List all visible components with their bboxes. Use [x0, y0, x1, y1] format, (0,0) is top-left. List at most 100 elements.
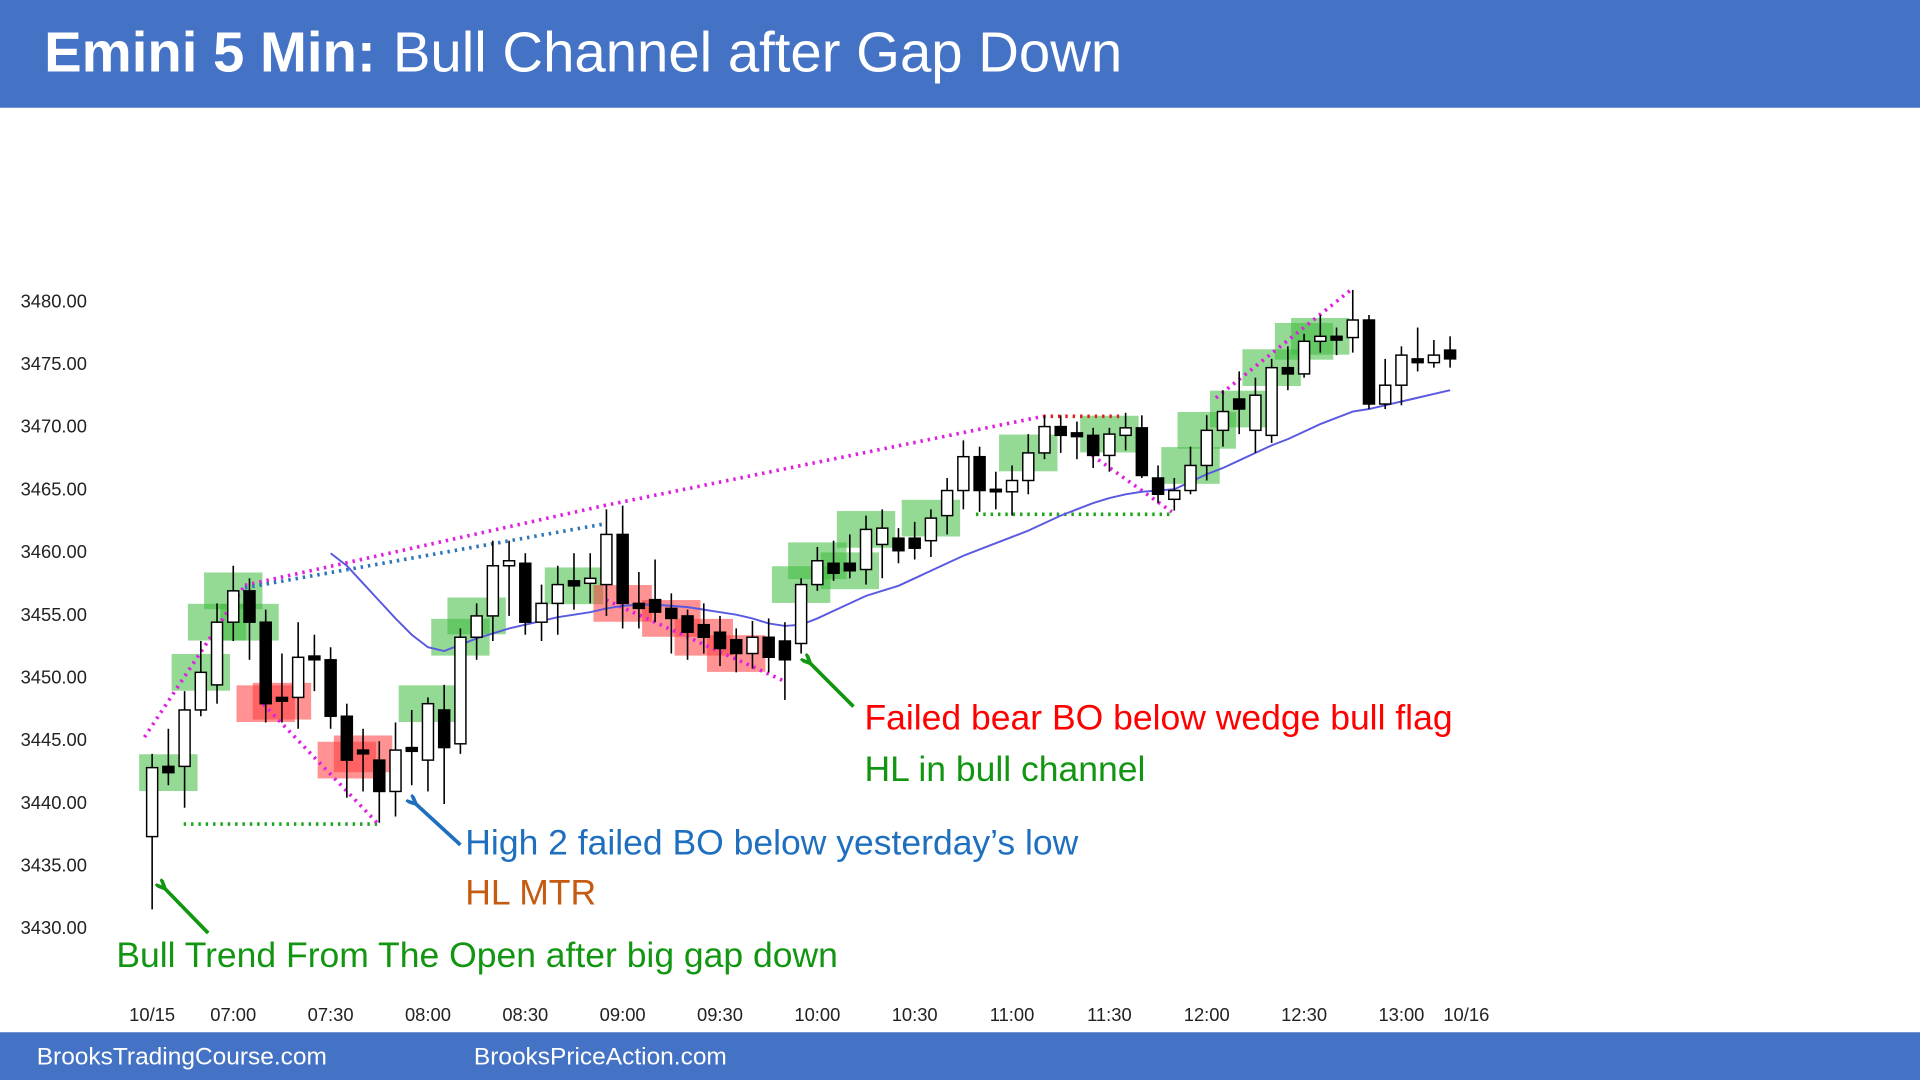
candle-body [859, 528, 873, 571]
candle-body [957, 455, 970, 492]
candle-body [405, 746, 418, 753]
candle-body [373, 759, 386, 793]
candle-body [1314, 335, 1327, 343]
x-tick-label: 12:30 [1281, 1004, 1327, 1025]
y-tick-label: 3440.00 [21, 792, 87, 813]
candle-body [876, 527, 889, 546]
candle-body [940, 489, 954, 517]
x-tick-label: 10/15 [129, 1004, 175, 1025]
y-tick-label: 3435.00 [21, 855, 87, 876]
candle-body [275, 696, 289, 702]
title-bold: Emini 5 Min: [44, 20, 376, 83]
candle-body [989, 488, 1003, 493]
ema-line [330, 389, 1451, 653]
candle-body [227, 590, 240, 623]
x-tick-label: 12:00 [1184, 1004, 1230, 1025]
candle-body [1070, 432, 1084, 438]
arrow [415, 803, 462, 847]
candle-body [746, 636, 759, 655]
trend-line [261, 702, 379, 825]
candle-body [194, 671, 208, 711]
candle-body [162, 765, 175, 774]
candle-body [1232, 398, 1246, 410]
annotation: High 2 failed BO below yesterday’s low [465, 822, 1078, 862]
x-tick-label: 13:00 [1378, 1004, 1424, 1025]
candle-body [1103, 433, 1116, 457]
trend-line [603, 414, 1044, 508]
candle-body [665, 607, 678, 620]
candle-body [697, 623, 711, 638]
plot: 3430.00 3435.00 3440.00 3445.00 3450.00 3455.… [21, 289, 1489, 1025]
candle-body [794, 583, 808, 645]
x-tick-label: 07:30 [308, 1004, 354, 1025]
arrows [164, 662, 855, 935]
candle-body [1265, 366, 1278, 437]
candle-body [1281, 366, 1295, 375]
candle-body [1022, 452, 1035, 482]
candle-body [308, 655, 321, 661]
candle-body [454, 636, 467, 745]
candle-body [1395, 354, 1408, 386]
x-tick-label: 10:30 [892, 1004, 938, 1025]
candle-body [1151, 477, 1165, 496]
candle-body [551, 583, 564, 605]
trend-line [142, 584, 247, 739]
candle-body [778, 640, 792, 661]
candle-body [421, 702, 435, 761]
x-tick-label: 10/16 [1443, 1004, 1489, 1025]
candle-body [243, 590, 256, 623]
y-tick-label: 3430.00 [21, 917, 87, 938]
x-tick-label: 09:00 [600, 1004, 646, 1025]
x-tick-label: 08:30 [502, 1004, 548, 1025]
candle-body [908, 537, 921, 549]
annotation: Failed bear BO below wedge bull flag [864, 697, 1452, 737]
x-tick-label: 08:00 [405, 1004, 451, 1025]
candle-body [437, 709, 451, 749]
trend-line [244, 522, 604, 590]
candle-body [762, 636, 775, 659]
candle-body [616, 533, 629, 605]
candle-body [973, 455, 986, 492]
candle-body [1135, 427, 1149, 477]
title-text: Bull Channel after Gap Down [393, 20, 1122, 83]
candle-body [519, 562, 532, 623]
footer-link: BrooksPriceAction.com [474, 1043, 727, 1070]
candle-body [729, 639, 743, 655]
wedge-line [605, 598, 785, 683]
candle-body [827, 562, 840, 575]
y-tick-label: 3480.00 [21, 290, 87, 311]
candle-body [1168, 489, 1181, 501]
candle-body [259, 621, 272, 705]
x-tick-label: 07:00 [210, 1004, 256, 1025]
candle-body [1038, 425, 1051, 454]
candle-body [535, 602, 548, 623]
y-tick-label: 3455.00 [21, 604, 87, 625]
candle-body [567, 580, 581, 587]
y-tick-label: 3475.00 [21, 353, 87, 374]
candle-body [502, 560, 516, 567]
y-tick-label: 3465.00 [21, 478, 87, 499]
candle-body [356, 749, 370, 755]
candle-body [210, 621, 224, 686]
candle-body [1362, 319, 1376, 405]
candle-body [1443, 349, 1457, 360]
candle-body [1200, 429, 1213, 467]
annotation: HL in bull channel [864, 749, 1145, 789]
y-tick-label: 3470.00 [21, 416, 87, 437]
candle-body [583, 577, 597, 585]
candle-body [324, 659, 337, 717]
title: Emini 5 Min: Bull Channel after Gap Down [44, 20, 1122, 83]
candle-body [1378, 384, 1392, 405]
candle-body [470, 615, 483, 638]
arrow [164, 888, 210, 935]
y-tick-label: 3460.00 [21, 541, 87, 562]
candle-body [843, 562, 857, 572]
x-tick-label: 11:00 [990, 1004, 1035, 1025]
annotation: HL MTR [465, 872, 596, 912]
footer-link: BrooksTradingCourse.com [37, 1043, 327, 1070]
x-tick-label: 09:30 [697, 1004, 743, 1025]
candle-body [1249, 394, 1262, 432]
annotation: Bull Trend From The Open after big gap d… [116, 935, 838, 975]
